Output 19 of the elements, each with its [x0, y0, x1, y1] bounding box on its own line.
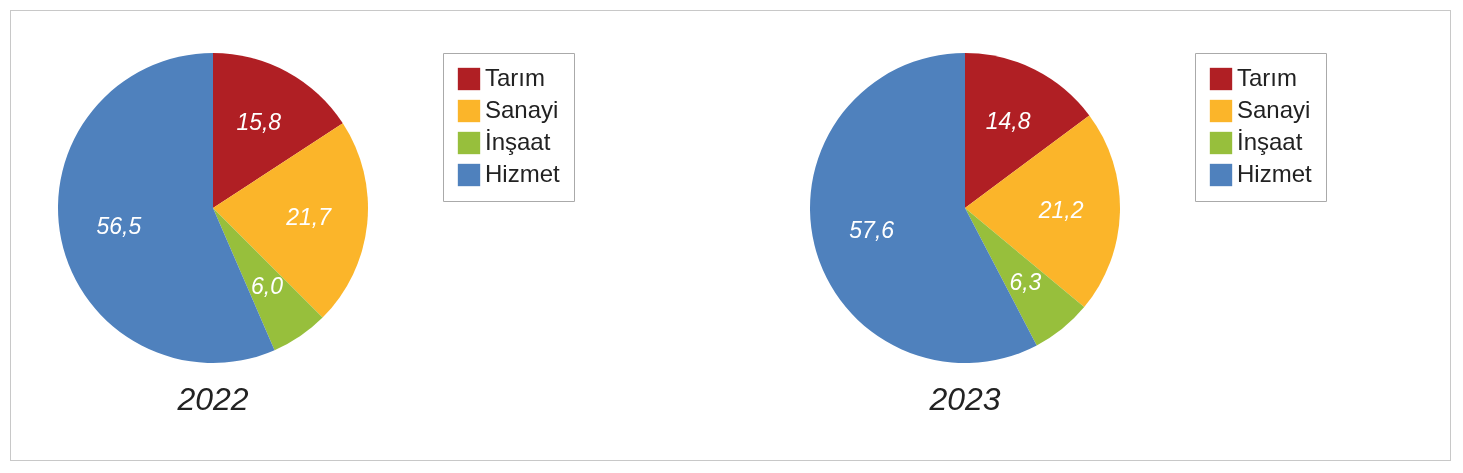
data-label: 21,7: [285, 203, 333, 230]
text: 2022: [176, 381, 249, 417]
legend-label: Hizmet: [485, 160, 560, 187]
legend-label: Sanayi: [1237, 96, 1311, 123]
legend-label: Sanayi: [485, 96, 559, 123]
data-label: 6,0: [251, 273, 284, 300]
text: 2023: [928, 381, 1001, 417]
legend-label: Tarım: [485, 64, 545, 91]
data-label: 21,2: [1037, 196, 1084, 223]
legend-label: İnşaat: [1237, 128, 1303, 155]
data-label: 14,8: [985, 108, 1031, 135]
legend-label: Hizmet: [1237, 160, 1312, 187]
data-label: 15,8: [236, 109, 282, 136]
legend-label: İnşaat: [485, 128, 551, 155]
legend-label: Tarım: [1237, 64, 1297, 91]
data-label: 56,5: [96, 213, 142, 240]
data-label: 57,6: [849, 216, 895, 243]
pie-slice: [213, 53, 343, 208]
data-label: 6,3: [1009, 268, 1042, 295]
